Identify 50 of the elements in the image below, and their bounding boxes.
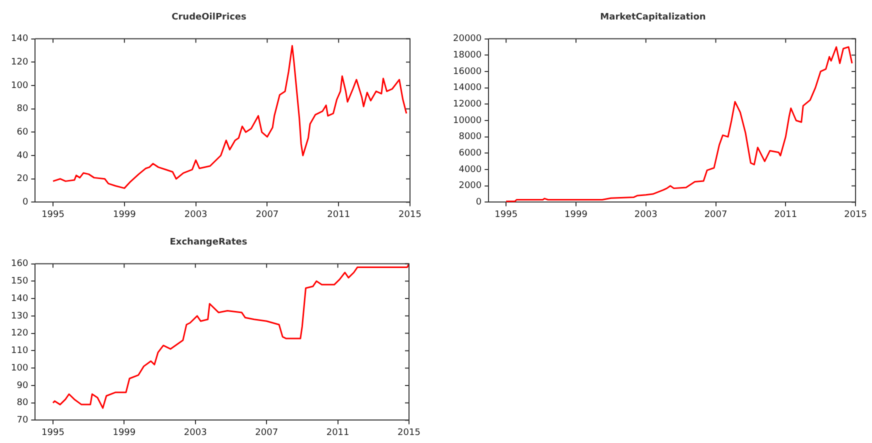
x-tick-label: 2015 <box>398 210 422 220</box>
y-tick-label: 0 <box>476 198 482 208</box>
y-tick-label: 20 <box>16 174 28 184</box>
y-tick-label: 60 <box>16 128 28 138</box>
x-tick-label: 2003 <box>184 428 207 438</box>
y-tick-label: 80 <box>16 104 28 114</box>
y-tick-label: 100 <box>10 363 28 374</box>
y-tick-label: 120 <box>10 57 28 68</box>
y-tick-label: 160 <box>10 259 28 270</box>
y-tick-label: 8000 <box>458 132 482 142</box>
x-tick-label: 2011 <box>326 428 350 438</box>
x-tick-label: 1995 <box>494 210 518 220</box>
y-tick-label: 12000 <box>452 100 482 110</box>
y-tick-label: 40 <box>16 150 28 161</box>
y-tick-label: 20000 <box>452 34 482 44</box>
x-tick-label: 2015 <box>398 428 420 438</box>
chart-title: CrudeOilPrices <box>172 12 246 23</box>
y-tick-label: 110 <box>10 346 28 356</box>
x-tick-label: 2003 <box>634 210 658 220</box>
y-tick-label: 18000 <box>452 50 482 60</box>
x-tick-label: 2007 <box>704 210 728 220</box>
y-tick-label: 130 <box>10 311 28 322</box>
x-tick-label: 2011 <box>774 210 798 220</box>
y-tick-label: 70 <box>16 416 28 426</box>
x-tick-label: 2007 <box>255 428 278 438</box>
x-tick-label: 2007 <box>256 210 279 220</box>
y-tick-label: 6000 <box>458 148 482 159</box>
y-tick-label: 4000 <box>458 164 482 175</box>
y-tick-label: 0 <box>22 198 28 208</box>
x-tick-label: 2011 <box>327 210 350 220</box>
y-tick-label: 10000 <box>452 116 482 126</box>
x-tick-label: 1995 <box>42 210 64 220</box>
y-tick-label: 150 <box>10 276 28 287</box>
x-tick-label: 2003 <box>184 210 208 220</box>
y-tick-label: 2000 <box>458 181 482 192</box>
y-tick-label: 140 <box>10 34 28 44</box>
x-tick-label: 1999 <box>564 210 588 220</box>
chart-title: MarketCapitalization <box>600 12 706 23</box>
chart-title: ExchangeRates <box>170 238 248 248</box>
y-tick-label: 90 <box>16 380 28 391</box>
x-tick-label: 2015 <box>844 210 867 220</box>
y-tick-label: 140 <box>10 294 28 304</box>
x-tick-label: 1995 <box>42 428 64 438</box>
y-tick-label: 80 <box>16 398 28 408</box>
y-tick-label: 100 <box>10 80 28 91</box>
y-tick-label: 120 <box>10 328 28 339</box>
y-tick-label: 16000 <box>452 66 482 77</box>
y-tick-label: 14000 <box>452 83 482 94</box>
x-tick-label: 1999 <box>112 428 136 438</box>
x-tick-label: 1999 <box>112 210 136 220</box>
